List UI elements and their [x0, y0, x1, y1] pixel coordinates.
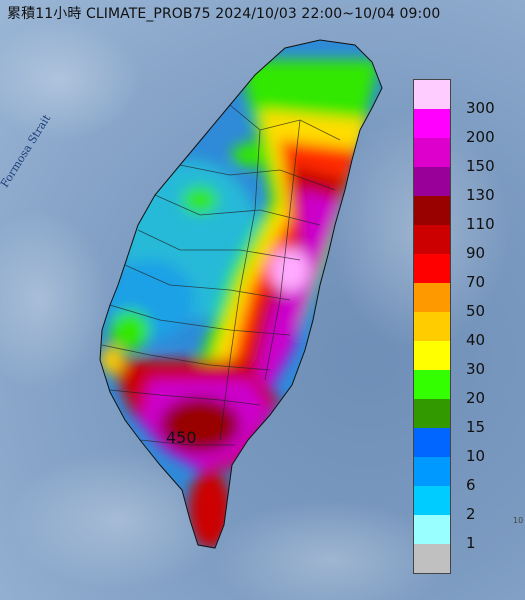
- legend-label: 50: [466, 302, 486, 320]
- legend-swatch: [414, 167, 450, 196]
- legend-label: 130: [466, 186, 495, 204]
- legend-label: 150: [466, 157, 495, 175]
- legend-label: 2: [466, 505, 476, 523]
- legend-label: 6: [466, 476, 476, 494]
- legend-label: 200: [466, 128, 495, 146]
- legend-swatch: [414, 486, 450, 515]
- color-legend: [413, 79, 451, 574]
- legend-label: 10: [466, 447, 486, 465]
- legend-swatch: [414, 312, 450, 341]
- legend-label: 15: [466, 418, 486, 436]
- legend-swatch: [414, 80, 450, 109]
- legend-swatch: [414, 283, 450, 312]
- legend-label: 20: [466, 389, 486, 407]
- legend-swatch: [414, 341, 450, 370]
- legend-swatch: [414, 370, 450, 399]
- legend-swatch: [414, 544, 450, 573]
- legend-swatch: [414, 457, 450, 486]
- legend-label: 300: [466, 99, 495, 117]
- legend-swatch: [414, 254, 450, 283]
- legend-swatch: [414, 109, 450, 138]
- legend-label: 40: [466, 331, 486, 349]
- legend-swatch: [414, 399, 450, 428]
- legend-swatch: [414, 196, 450, 225]
- edge-note: 10: [513, 516, 524, 525]
- legend-swatch: [414, 225, 450, 254]
- legend-swatch: [414, 138, 450, 167]
- legend-swatch: [414, 515, 450, 544]
- legend-label: 30: [466, 360, 486, 378]
- legend-swatch: [414, 428, 450, 457]
- map-title: 累積11小時 CLIMATE_PROB75 2024/10/03 22:00~1…: [7, 6, 441, 22]
- max-rainfall-label: 450: [166, 428, 197, 447]
- legend-label: 110: [466, 215, 495, 233]
- legend-label: 70: [466, 273, 486, 291]
- legend-label: 90: [466, 244, 486, 262]
- legend-label: 1: [466, 534, 476, 552]
